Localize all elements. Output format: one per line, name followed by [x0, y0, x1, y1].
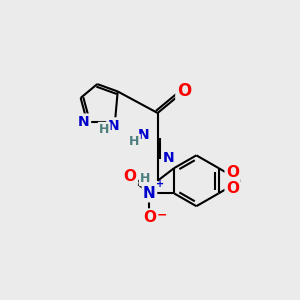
- Text: O: O: [177, 82, 191, 100]
- Text: H: H: [99, 123, 109, 136]
- Text: O: O: [124, 169, 136, 184]
- Text: N: N: [143, 186, 156, 201]
- Text: H: H: [129, 135, 140, 148]
- Text: +: +: [156, 179, 164, 189]
- Text: N: N: [108, 119, 119, 133]
- Text: O: O: [226, 181, 239, 196]
- Text: O: O: [143, 210, 156, 225]
- Text: O: O: [226, 165, 239, 180]
- Text: −: −: [156, 208, 167, 221]
- Text: H: H: [140, 172, 150, 185]
- Text: N: N: [163, 151, 174, 165]
- Text: N: N: [78, 115, 90, 129]
- Text: N: N: [138, 128, 149, 142]
